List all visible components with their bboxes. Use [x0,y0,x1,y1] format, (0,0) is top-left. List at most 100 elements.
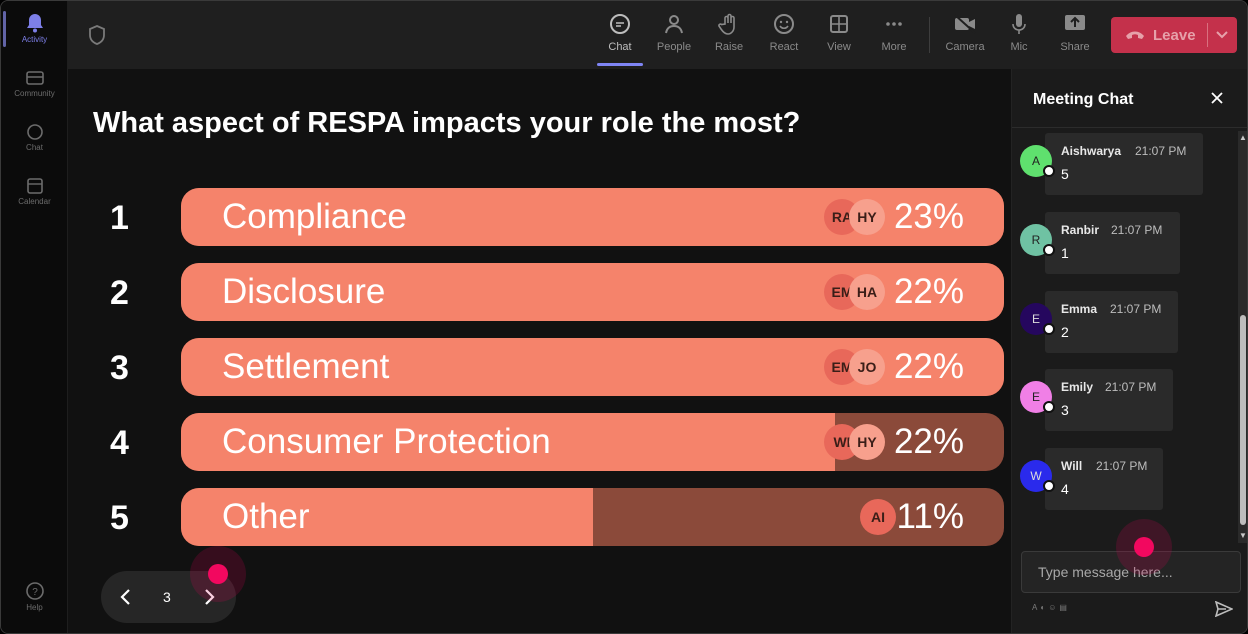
leave-button[interactable]: Leave [1111,17,1237,53]
svg-text:?: ? [32,587,38,598]
more-button[interactable]: More [869,13,919,53]
rail-item-help[interactable]: ? Help [1,581,68,612]
option-percent: 22% [893,422,964,461]
hand-icon [718,13,735,35]
message-compose-box[interactable] [1021,551,1241,593]
chat-button-label: Chat [608,41,632,53]
leave-divider [1207,23,1208,47]
avatar[interactable]: R [1020,224,1052,256]
poll-question: What aspect of RESPA impacts your role t… [93,107,801,139]
poll-stage: What aspect of RESPA impacts your role t… [68,69,1011,633]
option-bar[interactable]: Consumer Protection WI HY 22% [181,413,1004,471]
voter-avatar: HA [849,274,885,310]
message-time: 21:07 PM [1096,459,1148,473]
option-percent: 22% [893,347,964,386]
rail-label: Calendar [18,197,51,206]
share-button-label: Share [1060,41,1090,53]
people-button[interactable]: People [649,13,699,53]
react-button[interactable]: React [759,13,809,53]
option-bar[interactable]: Compliance RA HY 23% [181,188,1004,246]
rail-item-chat[interactable]: Chat [1,123,68,152]
voter-avatar: JO [849,349,885,385]
close-icon[interactable] [1210,91,1224,105]
mic-button[interactable]: Mic [994,13,1044,53]
chevron-right-icon[interactable] [202,588,216,606]
camera-button[interactable]: Camera [940,13,990,53]
gif-icon[interactable]: ▤ [1059,603,1070,612]
meeting-chat-panel: Meeting Chat Aishwarya 21:07 PM 5 A Ranb… [1011,69,1247,633]
more-button-label: More [881,41,907,53]
option-bar[interactable]: Disclosure EM HA 22% [181,263,1004,321]
rail-active-indicator [3,11,6,47]
community-icon [25,71,44,85]
rail-label: Community [14,89,55,98]
option-number: 4 [110,424,129,462]
share-screen-icon [1065,15,1085,30]
option-bar-fill [181,488,593,546]
presence-status-icon [1043,165,1055,177]
raise-hand-button[interactable]: Raise [704,13,754,53]
rail-item-activity[interactable]: Activity [1,13,68,44]
message-time: 21:07 PM [1105,380,1157,394]
message-time: 21:07 PM [1110,302,1162,316]
scroll-down-icon[interactable]: ▼ [1239,531,1247,540]
sender-name: Emily [1061,380,1094,394]
chat-button[interactable]: Chat [595,13,645,53]
option-number: 5 [110,499,129,537]
view-button[interactable]: View [814,13,864,53]
option-percent: 22% [893,272,964,311]
message-input[interactable] [1022,552,1240,592]
option-number: 3 [110,349,129,387]
scroll-up-icon[interactable]: ▲ [1239,133,1247,142]
people-button-label: People [656,41,692,53]
pointer-highlight [190,546,246,602]
shield-icon[interactable] [88,25,106,45]
poll-option-row: 1 Compliance RA HY 23% [68,188,1011,246]
format-toolbar[interactable]: A◐☺▤ [1032,603,1070,612]
chat-title: Meeting Chat [1033,91,1134,108]
rail-label: Help [26,603,43,612]
chat-divider [1012,127,1247,128]
message-text: 3 [1061,402,1069,418]
option-bar-fill [181,413,836,471]
view-button-label: View [827,41,851,53]
voter-avatar: AI [860,499,896,535]
rail-item-community[interactable]: Community [1,69,68,98]
chevron-down-icon[interactable] [1215,27,1229,41]
share-button[interactable]: Share [1050,13,1100,53]
attach-icon[interactable]: ◐ [1040,603,1049,612]
presence-status-icon [1043,480,1055,492]
poll-option-row: 3 Settlement EM JO 22% [68,338,1011,396]
message-bubble: Ranbir 21:07 PM 1 [1045,212,1180,274]
sender-name: Will [1061,459,1083,473]
raise-button-label: Raise [714,41,744,53]
message-text: 1 [1061,245,1069,261]
scroll-thumb[interactable] [1240,315,1246,525]
message-text: 5 [1061,166,1069,182]
option-percent: 11% [896,497,964,536]
people-icon [665,15,683,34]
chevron-left-icon[interactable] [119,588,133,606]
mic-button-label: Mic [1010,41,1028,53]
help-icon: ? [25,582,44,600]
rail-item-calendar[interactable]: Calendar [1,177,68,206]
voter-avatar: HY [849,424,885,460]
option-number: 2 [110,274,129,312]
emoji-icon[interactable]: ☺ [1048,603,1060,612]
chat-scrollbar[interactable]: ▲ ▼ [1238,131,1247,543]
leave-label: Leave [1153,27,1196,44]
option-label: Consumer Protection [222,422,551,461]
option-bar[interactable]: Other AI 11% [181,488,1004,546]
grid-icon [830,15,848,33]
send-icon[interactable] [1215,601,1233,617]
pointer-highlight [1116,519,1172,575]
option-bar[interactable]: Settlement EM JO 22% [181,338,1004,396]
calendar-icon [26,178,43,194]
chat-icon [26,124,43,140]
presence-status-icon [1043,401,1055,413]
bell-icon [26,14,43,33]
message-text: 4 [1061,481,1069,497]
more-icon [886,22,902,26]
format-icon[interactable]: A [1032,603,1041,612]
